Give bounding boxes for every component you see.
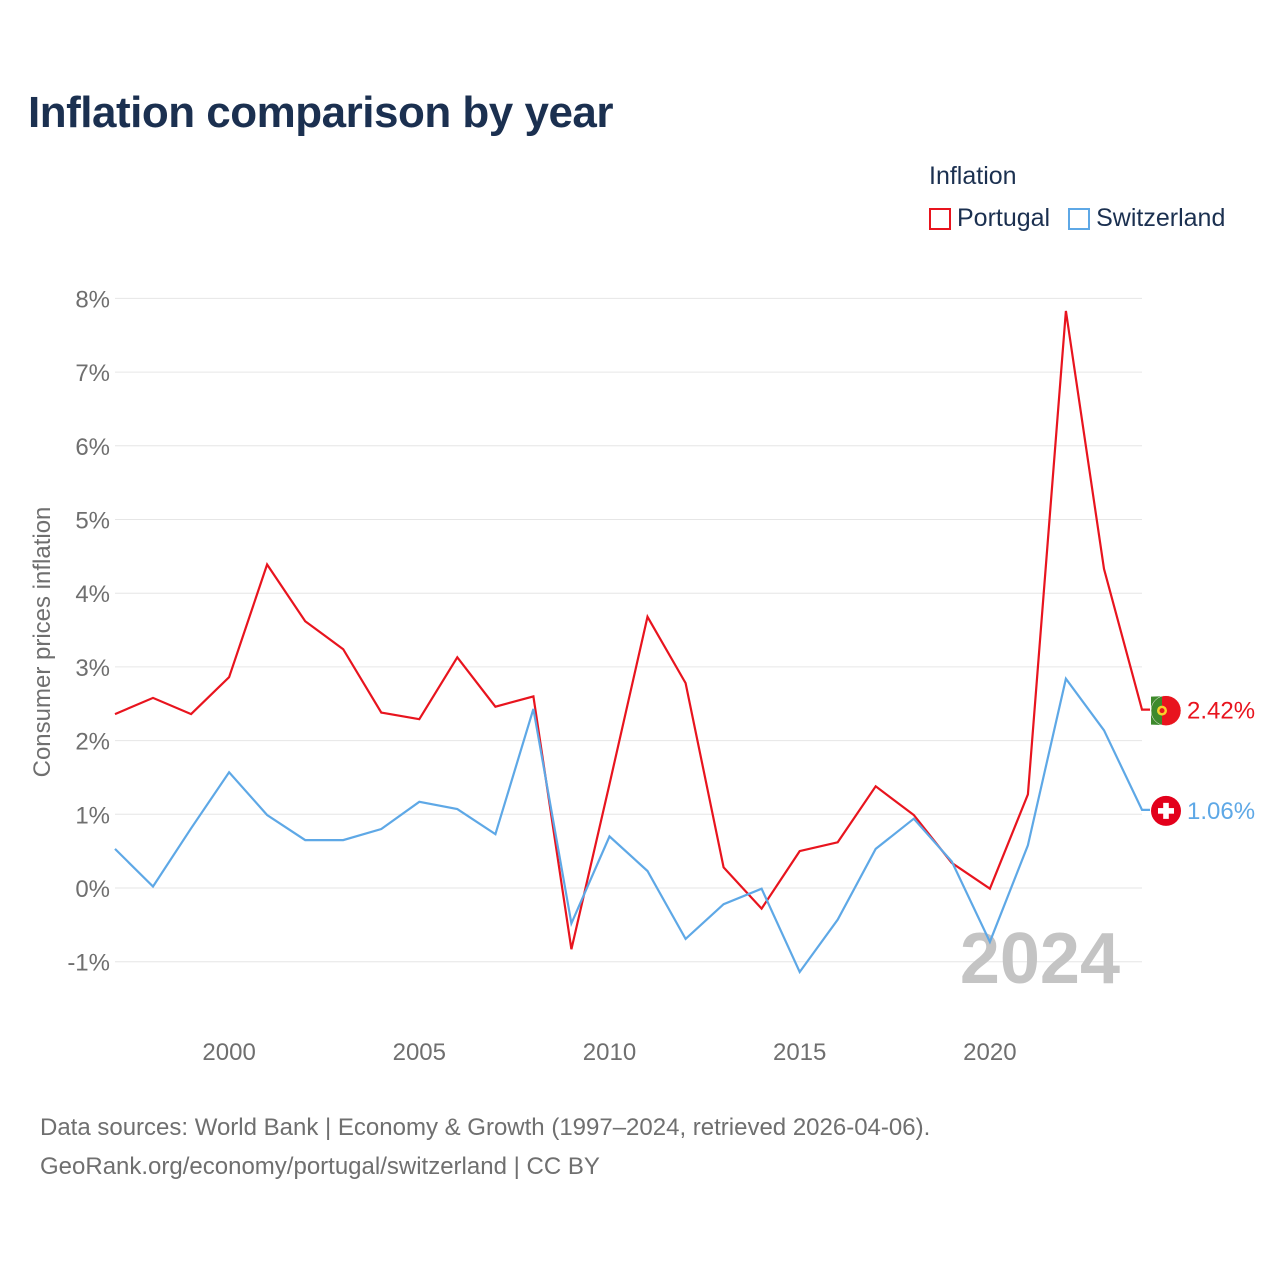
flag-icon-portugal [1150, 695, 1182, 726]
flag-outline [1150, 695, 1182, 726]
legend-item-portugal[interactable]: Portugal [929, 204, 1050, 233]
y-tick-label: 2% [75, 729, 110, 756]
legend-swatch-switzerland [1068, 207, 1091, 230]
grid-lines [115, 297, 1142, 963]
y-tick-label: -1% [67, 950, 110, 977]
y-tick-label: 4% [75, 581, 110, 608]
x-tick-labels: 2000 2005 2010 2015 2020 [202, 1039, 1016, 1066]
flag-icon-switzerland [1151, 795, 1181, 826]
flag-shield [1159, 708, 1165, 714]
x-tick-label: 2005 [393, 1039, 446, 1066]
x-tick-label: 2000 [202, 1039, 255, 1066]
series-line-switzerland [114, 676, 1150, 975]
legend-label-switzerland: Switzerland [1096, 204, 1226, 232]
y-tick-label: 6% [75, 434, 110, 461]
end-value-label-switzerland: 1.06% [1187, 798, 1255, 825]
legend-swatch-portugal [929, 207, 951, 230]
end-markers: 2.42% 1.06% [1150, 695, 1255, 826]
y-axis-label: Consumer prices inflation [29, 507, 56, 778]
y-tick-labels: -1% 0% 1% 2% 3% 4% 5% 6% 7% 8% [67, 286, 110, 976]
y-tick-label: 7% [75, 360, 110, 387]
legend: Portugal Switzerland [929, 204, 1225, 233]
y-tick-label: 1% [75, 802, 110, 829]
flag-green-part [1151, 696, 1162, 726]
legend-title: Inflation [929, 162, 1017, 190]
flag-green-fill [1151, 696, 1162, 726]
legend-label-portugal: Portugal [957, 204, 1051, 232]
legend-item-switzerland[interactable]: Switzerland [1068, 204, 1225, 233]
end-value-label-portugal: 2.42% [1187, 698, 1255, 725]
line-chart: -1%0%1%2%3%4%5%6%7%8% 2000 2005 2010 2015 20… [29, 286, 1255, 1066]
footer-sources: Data sources: World Bank | Economy & Gro… [40, 1114, 931, 1141]
footer-link[interactable]: GeoRank.org/economy/portugal/switzerland… [40, 1153, 600, 1180]
x-tick-label: 2020 [963, 1039, 1016, 1066]
y-tick-label: 0% [75, 876, 110, 903]
y-tick-label: 8% [75, 286, 110, 313]
y-tick-label: 5% [75, 508, 110, 535]
x-tick-label: 2015 [773, 1039, 826, 1066]
x-tick-label: 2010 [583, 1039, 636, 1066]
series-line-portugal [114, 310, 1150, 950]
chart-title: Inflation comparison by year [28, 88, 614, 137]
y-tick-label: 3% [75, 655, 110, 682]
footer: Data sources: World Bank | Economy & Gro… [40, 1108, 930, 1186]
series-lines [114, 310, 1150, 975]
flag-cross-h [1158, 808, 1174, 814]
